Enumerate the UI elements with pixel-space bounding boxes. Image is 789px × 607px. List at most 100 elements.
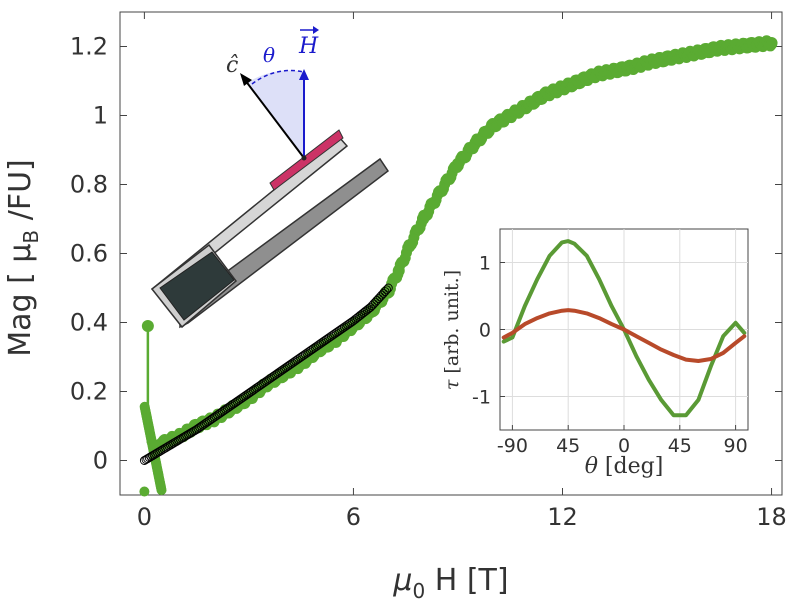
fit-point [281,363,291,373]
fit-point [211,411,221,421]
fit-point [253,382,263,392]
fit-point [224,402,234,412]
noise-point [139,486,150,497]
y-tick-label: 0.4 [70,309,108,337]
inset-panel: -90 45 0 45 90 -1 0 1 θ [deg] τ [arb. unit.] [434,214,754,488]
fit-point [333,327,343,337]
fit-point [227,400,237,410]
inset-x-tick-label: -90 [497,435,528,457]
fit-point [201,418,211,428]
field-label: H [298,34,319,59]
fit-point [315,339,325,349]
fit-point [263,375,273,385]
spike-marker [141,319,154,332]
fit-point [276,366,286,376]
inset-x-axis-label: θ [deg] [585,454,664,479]
fit-point [279,364,289,374]
fit-point [270,371,279,380]
angle-label: θ [263,43,275,67]
fit-point [383,283,393,293]
fit-point [326,331,336,341]
fit-point [365,302,375,312]
fit-point [284,360,294,370]
fit-point [250,384,260,394]
inset-x-axis-rest: [deg] [598,454,663,479]
inset-x-tick-label: 45 [668,435,692,457]
sample-crystal [269,129,344,191]
fit-point [219,406,229,415]
inset-y-axis-rest: [arb. unit.] [441,270,463,380]
fit-point [343,320,353,330]
fit-point [296,353,305,362]
y-tick-label: 0.8 [70,171,108,199]
fit-point [245,387,255,397]
fit-point [234,395,244,405]
fit-point [252,383,262,393]
fit-point [244,389,253,398]
inset-x-tick-label: 0 [618,435,630,457]
fit-point [255,381,265,391]
inset-y-axis-label: τ [arb. unit.] [441,270,463,390]
x-axis-label-symbol: μ [392,563,412,598]
fit-point [335,325,344,335]
fit-point [307,345,317,355]
fit-point [292,355,302,365]
fit-point [257,380,266,389]
fit-point [309,344,318,353]
y-tick-label: 1 [93,102,108,130]
fit-point [312,341,322,351]
fit-point [240,391,250,401]
fit-point [200,419,210,429]
fit-point [265,374,275,384]
fit-point [302,348,312,358]
inset-y-tick-label: 1 [479,253,491,275]
angle-sector [248,70,304,158]
fit-point [328,330,338,340]
fit-point [196,421,206,431]
fit-point [239,392,249,402]
fit-point [330,329,340,339]
fit-point [273,368,283,378]
fit-point [341,321,351,331]
fit-point [299,350,309,360]
fit-point [221,404,231,414]
c-axis-label: ĉ [226,53,238,78]
fit-point [278,365,288,375]
x-axis-label-sub: 0 [412,579,425,603]
fit-point [248,385,258,395]
fit-point [322,335,331,344]
fit-point [300,349,310,359]
fit-point [203,417,213,427]
fit-point [214,409,224,419]
fit-point [242,390,252,400]
angle-arc [251,69,305,85]
inset-plot: -90 45 0 45 90 -1 0 1 [472,229,748,457]
fit-point [336,324,346,334]
fit-point [294,354,304,364]
cantilever-diagram: ĉ θ H [150,26,390,329]
fit-point [310,342,320,352]
fit-point [318,337,328,347]
fit-point [297,351,307,361]
fit-point [195,422,205,432]
inset-y-tick-label: -1 [472,387,491,409]
data-point-dense [766,38,778,50]
fit-point [260,377,270,387]
x-tick-label: 18 [756,503,787,531]
fit-point [268,372,278,382]
series-fit-points [139,283,393,465]
fit-point [261,376,271,386]
noise-point [152,466,163,477]
cantilever-block-dark [159,251,235,321]
x-axis-label-rest: H [T] [425,563,508,598]
c-axis-arrow [244,79,305,159]
fit-point [232,396,242,406]
fit-point [283,362,292,371]
inset-y-tick-label: 0 [479,320,491,342]
fit-point [339,322,349,332]
y-axis-label-pre: Mag [ μ [3,244,38,357]
fit-point [229,399,239,409]
fit-point [289,357,299,367]
fit-point [331,328,341,338]
